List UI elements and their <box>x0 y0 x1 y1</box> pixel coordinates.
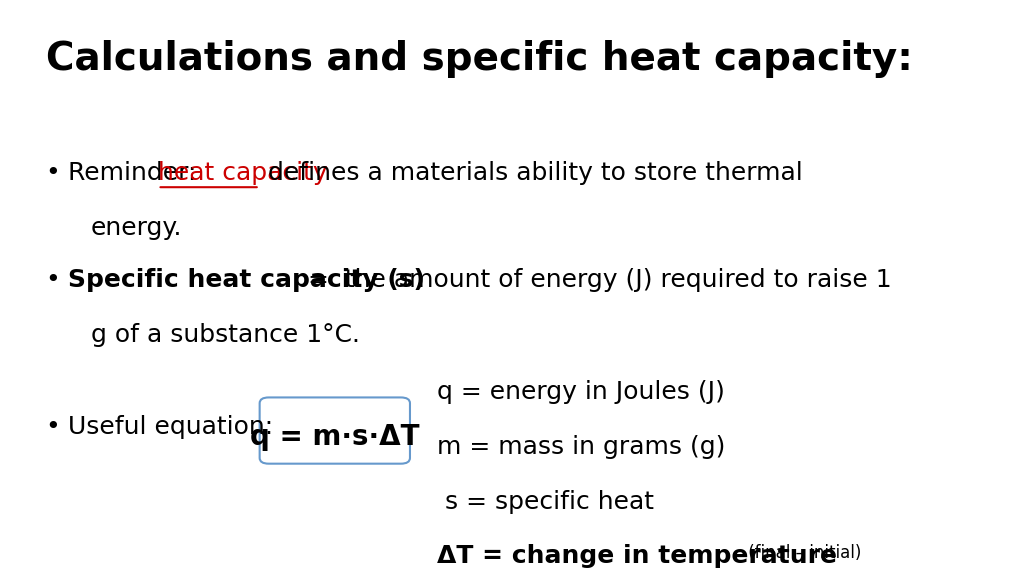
FancyBboxPatch shape <box>260 397 410 464</box>
Text: •: • <box>45 268 60 292</box>
Text: Useful equation:: Useful equation: <box>69 415 282 439</box>
Text: (final – initial): (final – initial) <box>742 544 861 562</box>
Text: Specific heat capacity (s): Specific heat capacity (s) <box>69 268 425 292</box>
Text: •: • <box>45 161 60 185</box>
Text: s = specific heat: s = specific heat <box>437 490 654 514</box>
Text: Calculations and specific heat capacity:: Calculations and specific heat capacity: <box>45 40 912 78</box>
Text: m = mass in grams (g): m = mass in grams (g) <box>437 435 726 459</box>
Text: q = m·s·ΔT: q = m·s·ΔT <box>250 423 420 452</box>
Text: q = energy in Joules (J): q = energy in Joules (J) <box>437 380 725 404</box>
Text: defines a materials ability to store thermal: defines a materials ability to store the… <box>260 161 803 185</box>
Text: energy.: energy. <box>91 216 182 240</box>
Text: =  the amount of energy (J) required to raise 1: = the amount of energy (J) required to r… <box>292 268 891 292</box>
Text: •: • <box>45 415 60 439</box>
Text: ΔT = change in temperature: ΔT = change in temperature <box>437 544 838 569</box>
Text: Reminder:: Reminder: <box>69 161 213 185</box>
Text: g of a substance 1°C.: g of a substance 1°C. <box>91 323 360 347</box>
Text: heat capacity: heat capacity <box>158 161 328 185</box>
